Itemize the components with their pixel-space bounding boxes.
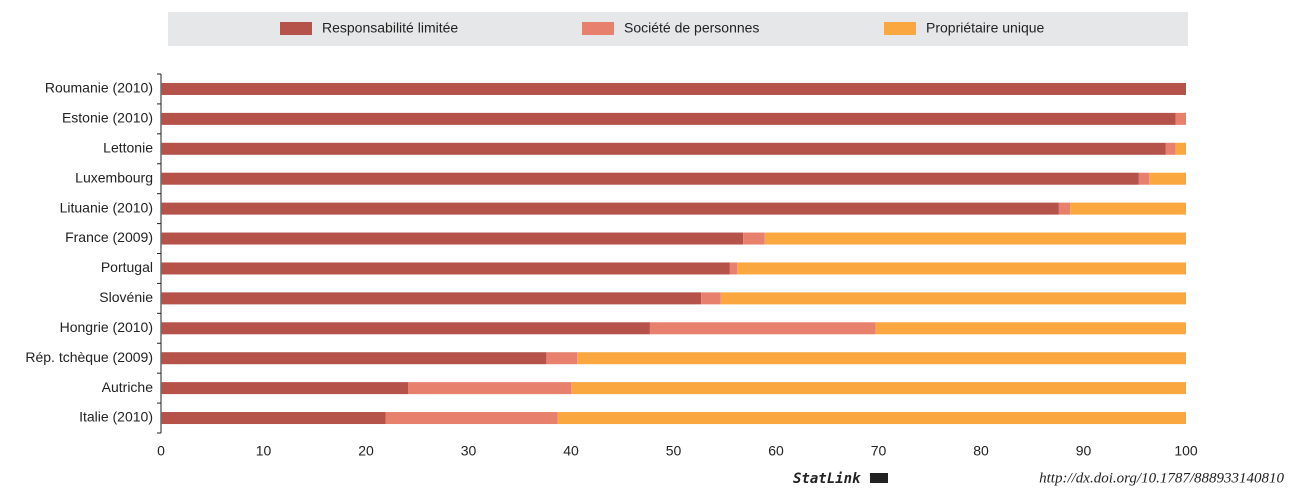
y-tick-label: Portugal [101, 259, 153, 275]
x-tick-label: 60 [768, 443, 784, 459]
legend-swatch [884, 22, 916, 35]
bar-segment [720, 292, 1186, 305]
legend-label: Propriétaire unique [926, 20, 1045, 36]
bar-segment [557, 412, 1186, 425]
legend-background [168, 12, 1188, 46]
y-tick-label: Autriche [102, 379, 154, 395]
statlink-label: StatLink [793, 471, 861, 487]
bar-segment [737, 262, 1186, 275]
x-tick-label: 30 [461, 443, 477, 459]
bar-segment [161, 232, 744, 245]
y-tick-label: Lettonie [103, 139, 153, 155]
bar-segment [1138, 172, 1150, 185]
x-tick-label: 10 [256, 443, 272, 459]
bar-segment [161, 142, 1166, 155]
x-tick-label: 100 [1174, 443, 1198, 459]
bar-segment [571, 382, 1186, 395]
bar-segment [1175, 112, 1186, 125]
bar-segment [161, 112, 1176, 125]
bar-segment [161, 82, 1186, 95]
bar-segment [161, 382, 409, 395]
x-tick-label: 20 [358, 443, 374, 459]
bar-segment [1149, 172, 1186, 185]
bar-segment [161, 412, 386, 425]
bar-segment [1070, 202, 1186, 215]
statlink-icon [870, 473, 888, 483]
bar-segment [161, 292, 702, 305]
y-tick-label: France (2009) [65, 229, 153, 245]
y-tick-label: Rép. tchèque (2009) [25, 349, 153, 365]
legend-label: Responsabilité limitée [322, 20, 458, 36]
bar-segment [701, 292, 721, 305]
legend-swatch [582, 22, 614, 35]
bar-segment [764, 232, 1186, 245]
legend-label: Société de personnes [624, 20, 759, 36]
bar-segment [1165, 142, 1176, 155]
y-tick-label: Roumanie (2010) [45, 80, 153, 96]
x-tick-label: 0 [157, 443, 165, 459]
bar-segment [161, 322, 650, 335]
y-tick-label: Estonie (2010) [62, 110, 153, 126]
bar-segment [385, 412, 558, 425]
y-tick-label: Luxembourg [75, 169, 153, 185]
x-tick-label: 50 [666, 443, 682, 459]
statlink-url[interactable]: http://dx.doi.org/10.1787/888933140810 [1039, 470, 1284, 486]
legend-swatch [280, 22, 312, 35]
bar-segment [649, 322, 876, 335]
y-tick-label: Slovénie [99, 289, 153, 305]
bar-segment [546, 352, 578, 365]
bar-segment [161, 262, 730, 275]
bar-segment [408, 382, 571, 395]
bar-segment [161, 352, 547, 365]
bar-segment [577, 352, 1186, 365]
x-tick-label: 80 [973, 443, 989, 459]
bar-segment [161, 202, 1059, 215]
bar-segment [875, 322, 1186, 335]
y-tick-label: Lituanie (2010) [60, 199, 153, 215]
x-tick-label: 70 [871, 443, 887, 459]
bar-segment [1058, 202, 1071, 215]
y-tick-label: Hongrie (2010) [60, 319, 153, 335]
x-tick-label: 40 [563, 443, 579, 459]
bar-segment [743, 232, 765, 245]
y-tick-label: Italie (2010) [79, 409, 153, 425]
bar-segment [1175, 142, 1186, 155]
x-tick-label: 90 [1076, 443, 1092, 459]
bar-segment [161, 172, 1139, 185]
bar-segment [729, 262, 738, 275]
